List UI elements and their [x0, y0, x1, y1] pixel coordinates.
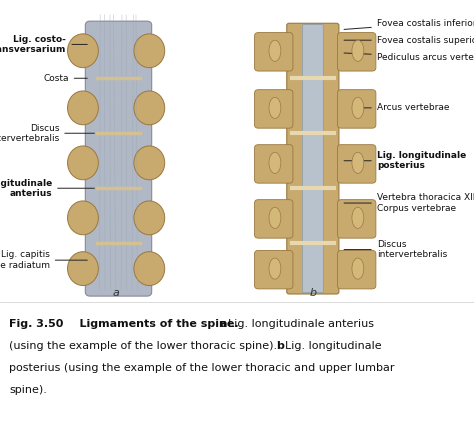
- Text: Lig. longitudinale
posterius: Lig. longitudinale posterius: [344, 151, 466, 170]
- Text: Lig. costo-
transversarium: Lig. costo- transversarium: [0, 35, 87, 54]
- Text: Discus
intervertebralis: Discus intervertebralis: [344, 240, 447, 259]
- FancyBboxPatch shape: [255, 250, 293, 289]
- Text: (using the example of the lower thoracic spine).: (using the example of the lower thoracic…: [9, 341, 281, 352]
- FancyBboxPatch shape: [337, 200, 376, 238]
- Text: a: a: [113, 288, 119, 298]
- FancyBboxPatch shape: [287, 23, 339, 294]
- Text: Lig. longitudinale anterius: Lig. longitudinale anterius: [228, 319, 374, 330]
- Ellipse shape: [269, 152, 281, 173]
- Text: Arcus vertebrae: Arcus vertebrae: [361, 103, 449, 113]
- Text: Ligmaments of the spine.: Ligmaments of the spine.: [64, 319, 243, 330]
- Ellipse shape: [134, 34, 165, 68]
- Text: Lig. longitudinale
anterius: Lig. longitudinale anterius: [0, 179, 94, 198]
- FancyBboxPatch shape: [337, 33, 376, 71]
- FancyBboxPatch shape: [255, 90, 293, 128]
- Text: Discus
intervertebralis: Discus intervertebralis: [0, 124, 94, 143]
- Text: spine).: spine).: [9, 385, 47, 396]
- Text: Lig. capitis
costae radiatum: Lig. capitis costae radiatum: [0, 250, 87, 270]
- Ellipse shape: [67, 146, 99, 180]
- Ellipse shape: [269, 97, 281, 118]
- Ellipse shape: [352, 40, 364, 61]
- Ellipse shape: [67, 34, 99, 68]
- Text: Fovea costalis superior: Fovea costalis superior: [344, 36, 474, 45]
- Ellipse shape: [269, 40, 281, 61]
- FancyBboxPatch shape: [337, 90, 376, 128]
- FancyBboxPatch shape: [337, 145, 376, 183]
- FancyBboxPatch shape: [85, 21, 152, 296]
- Text: b: b: [309, 288, 317, 298]
- Text: b: b: [277, 341, 289, 352]
- Ellipse shape: [352, 152, 364, 173]
- Bar: [0, 0, 474, 305]
- Text: Lig. longitudinale: Lig. longitudinale: [285, 341, 382, 352]
- FancyBboxPatch shape: [255, 33, 293, 71]
- Ellipse shape: [269, 258, 281, 279]
- FancyBboxPatch shape: [337, 250, 376, 289]
- Ellipse shape: [67, 91, 99, 125]
- Ellipse shape: [134, 201, 165, 235]
- Ellipse shape: [352, 207, 364, 228]
- Text: Vertebra thoracica XII,
Corpus vertebrae: Vertebra thoracica XII, Corpus vertebrae: [344, 193, 474, 213]
- Ellipse shape: [134, 91, 165, 125]
- Ellipse shape: [67, 252, 99, 286]
- Text: Fig. 3.50: Fig. 3.50: [9, 319, 64, 330]
- Text: Pediculus arcus vertebrae: Pediculus arcus vertebrae: [344, 52, 474, 62]
- Text: Costa: Costa: [43, 74, 87, 83]
- Text: posterius (using the example of the lower thoracic and upper lumbar: posterius (using the example of the lowe…: [9, 363, 395, 374]
- FancyBboxPatch shape: [255, 145, 293, 183]
- FancyBboxPatch shape: [255, 200, 293, 238]
- Ellipse shape: [67, 201, 99, 235]
- Text: Fovea costalis inferior: Fovea costalis inferior: [344, 19, 474, 30]
- Text: a: a: [220, 319, 232, 330]
- Ellipse shape: [134, 252, 165, 286]
- FancyBboxPatch shape: [302, 25, 323, 293]
- Ellipse shape: [134, 146, 165, 180]
- Ellipse shape: [269, 207, 281, 228]
- Ellipse shape: [352, 97, 364, 118]
- Ellipse shape: [352, 258, 364, 279]
